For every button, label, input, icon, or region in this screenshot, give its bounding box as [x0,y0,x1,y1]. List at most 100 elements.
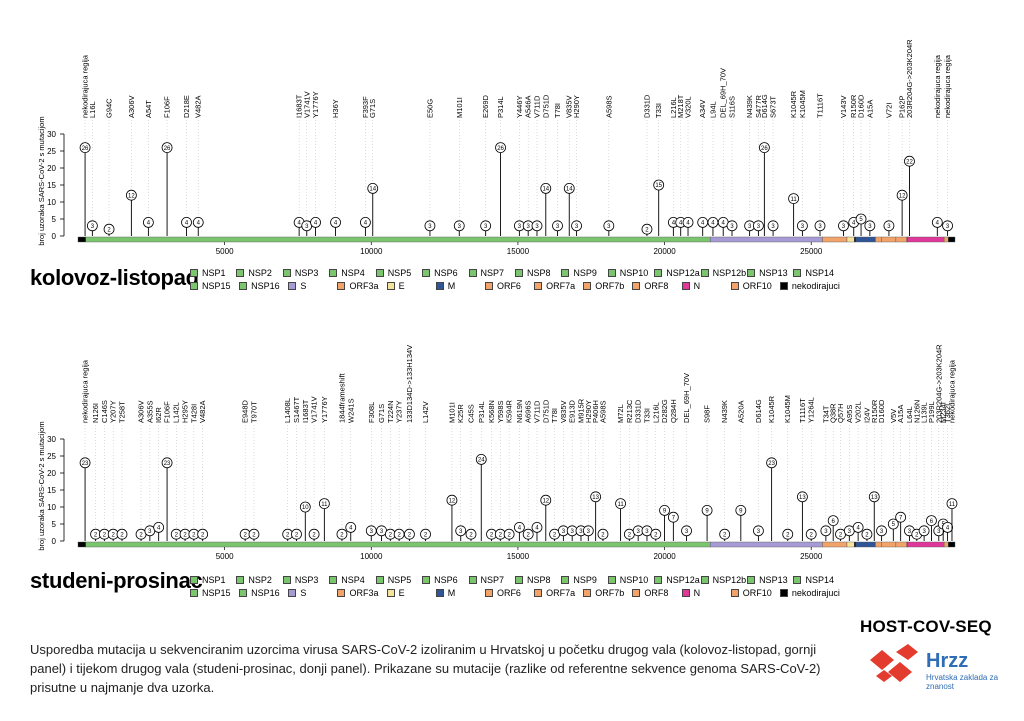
mutation-count: 13 [799,495,806,501]
mutation-count: 3 [587,529,591,535]
genome-segment-8 [881,541,897,548]
mutation-head [641,223,653,235]
mutation-head [197,528,209,540]
mutation-head [682,216,694,228]
genome-segment-7 [875,541,882,548]
mutation-head [805,528,817,540]
mutation-head [820,525,832,537]
mutation-count: 3 [801,224,805,230]
genome-segment-1 [85,541,711,548]
mutation-label: V202L [854,401,863,423]
legend-label: ORF7b [595,587,625,598]
mutation-label: D160D [877,399,886,423]
legend-label: NSP8 [526,574,551,585]
mutation-label: A15A [865,100,874,118]
mutation-head [788,193,800,205]
genome-segment-0 [77,541,86,548]
legend-label: NSP9 [573,574,597,585]
mutation-head [153,521,165,533]
legend-label: NSP12b [712,267,747,278]
mutation-label: 133D134D->133H134V [405,345,414,423]
legend-label: ORF3a [349,587,379,598]
legend-item: NSP12a [654,268,700,278]
legend-label: NSP7 [480,267,505,278]
mutation-label: A598S [598,400,607,423]
mutation-head [513,521,525,533]
mutation-label: N439K [720,400,729,423]
legend-swatch [583,281,592,290]
legend-swatch [583,588,592,597]
legend-swatch [422,268,431,277]
genome-segment-13 [948,541,956,548]
mutation-count: 3 [937,529,941,535]
mutation-count: 4 [856,526,860,532]
legend-swatch [375,268,384,277]
mutation-head [192,216,204,228]
mutation-head [582,525,594,537]
legend-label: ORF6 [496,280,521,291]
legend-swatch [236,575,245,584]
mutation-label: I1683T [301,399,310,423]
mutation-label: A306V [127,95,136,118]
legend-label: ORF7a [546,280,576,291]
mutation-head [495,142,506,154]
mutation-head [161,142,173,154]
mutation-count: 2 [201,532,205,538]
mutation-count: 11 [617,502,624,508]
legend-swatch [514,575,523,584]
legend-item: ORF8 [632,281,681,291]
mutation-label: T224N [386,400,395,423]
mutation-count: 4 [334,221,338,227]
mutation-label: H290Y [572,95,581,118]
genome-segment-2 [709,236,823,243]
mutation-label: K1045M [798,90,807,118]
mutation-head [895,511,907,523]
mutation-label: DEL_69H_70V [682,373,691,423]
mutation-count: 4 [364,221,368,227]
lollipop-chart-bottom: broj uzoraka SARS-CoV-2 s mutacijom 0 5 10 1… [37,344,958,561]
mutation-label: P314L [496,96,505,118]
legend-swatch [468,268,477,277]
mutation-label: nekodirajuca regija [947,359,956,423]
legend-item: ORF7b [583,588,632,598]
mutation-count: 3 [562,529,566,535]
mutation-count: 7 [672,515,676,521]
mutation-label: D282G [660,399,669,423]
mutation-label: V320L [684,96,693,118]
x-tick-label: 10000 [360,247,383,256]
mutation-head [540,182,552,194]
mutation-label: 203R204G->203K204R [934,344,943,423]
y-tick-label: 20 [47,469,56,478]
legend-label: NSP9 [573,267,597,278]
mutation-head [782,528,794,540]
mutation-head [659,504,670,516]
legend-label: NSP8 [526,267,551,278]
mutation-count: 3 [922,529,926,535]
x-tick-label: 15000 [507,247,530,256]
mutation-label: Y1776Y [320,396,329,423]
genome-segment-5 [854,236,857,243]
mutation-label: nekodirajuca regija [933,54,942,118]
legend-label: NSP15 [202,280,231,291]
mutation-head [503,528,515,540]
mutation-count: 3 [370,529,374,535]
mutation-count: 2 [103,532,107,538]
legend-item: NSP4 [329,268,375,278]
mutation-count: 2 [183,532,187,538]
legend-swatch [386,281,395,290]
mutation-label: A34V [698,100,707,118]
mutation-label: A520A [736,400,745,423]
legend-label: NSP3 [294,574,319,585]
mutation-label: Q38R [829,403,838,423]
mutation-label: N439K [745,95,754,118]
mutation-label: D218E [182,95,191,118]
legend-swatch [282,268,291,277]
mutation-label: L1408L [283,398,292,423]
legend-item: N [681,588,731,598]
mutation-label: G71S [368,99,377,118]
legend-swatch [534,281,543,290]
mutation-count: 4 [686,221,690,227]
genome-segment-5 [854,541,857,548]
genome-segment-6 [855,541,876,548]
legend-swatch [561,268,570,277]
